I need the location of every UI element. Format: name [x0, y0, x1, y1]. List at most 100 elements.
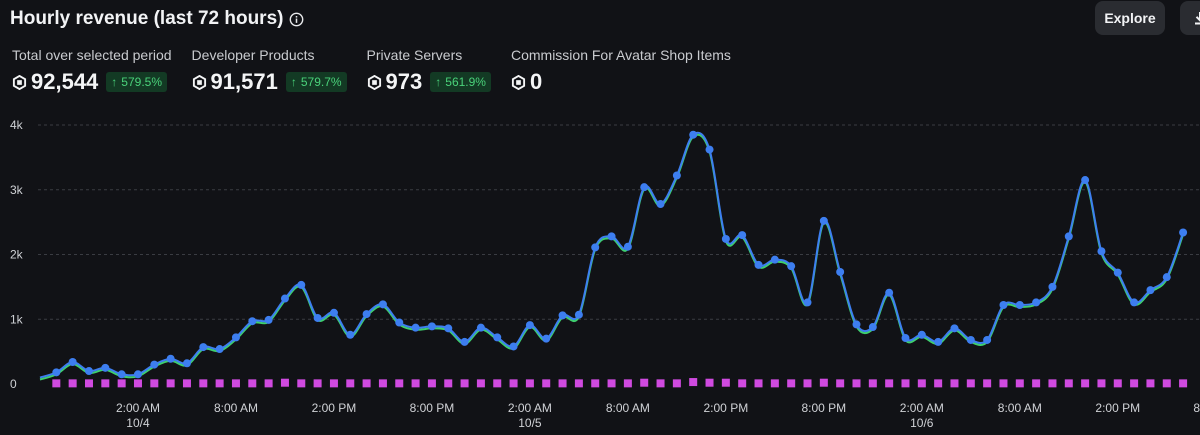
info-icon[interactable]: [289, 12, 304, 27]
stat-value: 92,544: [31, 69, 99, 94]
data-point-private-servers: [362, 379, 371, 388]
explore-button[interactable]: Explore: [1095, 1, 1165, 35]
data-point: [297, 280, 306, 289]
x-tick-label: 8:00 AM: [606, 401, 650, 415]
data-point-private-servers: [542, 379, 551, 388]
data-point: [68, 357, 77, 366]
x-tick-label: 2:00 PM: [312, 401, 357, 415]
data-point: [1081, 176, 1090, 185]
data-point-private-servers: [885, 379, 894, 388]
data-point: [754, 260, 763, 269]
data-point-private-servers: [1162, 379, 1171, 388]
data-point-private-servers: [558, 379, 567, 388]
stat-private-servers: Private Servers 973 ↑ 561.9%: [367, 47, 491, 95]
data-point: [133, 370, 142, 379]
data-point-private-servers: [1064, 379, 1073, 388]
data-point: [721, 234, 730, 243]
data-point: [950, 324, 959, 333]
data-point: [476, 323, 485, 332]
data-point-private-servers: [672, 379, 681, 388]
data-point-private-servers: [395, 379, 404, 388]
x-tick-label: 8:00 PM: [1193, 401, 1200, 415]
data-point: [868, 323, 877, 332]
data-point-private-servers: [836, 379, 845, 388]
change-badge: ↑ 579.5%: [106, 72, 167, 92]
data-point-private-servers: [917, 379, 926, 388]
data-point-private-servers: [574, 379, 583, 388]
data-point: [1015, 301, 1024, 310]
data-point-private-servers: [1097, 379, 1106, 388]
x-tick-label: 8:00 AM: [998, 401, 1042, 415]
plot-area: [39, 130, 1188, 388]
data-point: [738, 231, 747, 240]
data-point-private-servers: [444, 379, 453, 388]
arrow-up-icon: ↑: [111, 75, 118, 89]
data-point: [1179, 228, 1188, 237]
data-point: [84, 367, 93, 376]
x-tick-label: 2:00 AM: [508, 401, 552, 415]
data-point-private-servers: [231, 379, 240, 388]
data-point-private-servers: [934, 379, 943, 388]
data-point-private-servers: [705, 378, 714, 387]
stat-label: Private Servers: [366, 47, 463, 63]
data-point-private-servers: [166, 379, 175, 388]
data-point: [362, 310, 371, 319]
data-point: [819, 216, 828, 225]
stats-summary: Total over selected period 92,544 ↑ 579.5…: [12, 47, 751, 95]
data-point-private-servers: [68, 379, 77, 388]
y-tick-label: 3k: [10, 183, 24, 197]
data-point: [231, 333, 240, 342]
change-value: 561.9%: [445, 75, 486, 89]
stat-avatar-commission: Commission For Avatar Shop Items 0: [511, 47, 731, 95]
data-point-private-servers: [525, 379, 534, 388]
data-point: [885, 288, 894, 297]
data-point-private-servers: [460, 379, 469, 388]
data-point-private-servers: [1015, 379, 1024, 388]
series-line-secondary: [39, 133, 1185, 381]
data-point-private-servers: [640, 378, 649, 387]
arrow-up-icon: ↑: [290, 75, 297, 89]
data-point: [509, 342, 518, 351]
data-point: [329, 308, 338, 317]
data-point: [280, 294, 289, 303]
arrow-up-icon: ↑: [435, 75, 442, 89]
y-axis-ticks: 0 1k 2k 3k 4k: [10, 118, 24, 391]
data-point: [117, 370, 126, 379]
data-point-private-servers: [427, 379, 436, 388]
data-point: [346, 330, 355, 339]
x-tick-label: 2:00 AM: [900, 401, 944, 415]
data-point: [52, 368, 61, 377]
data-point: [378, 300, 387, 309]
data-point: [1146, 286, 1155, 295]
stat-label: Developer Products: [191, 47, 315, 63]
data-point-private-servers: [966, 379, 975, 388]
robux-icon: [511, 74, 526, 90]
data-point: [166, 354, 175, 363]
data-point-private-servers: [215, 379, 224, 388]
data-point-private-servers: [378, 379, 387, 388]
data-point-private-servers: [297, 379, 306, 388]
download-button[interactable]: [1180, 1, 1200, 35]
data-point: [672, 171, 681, 180]
data-point-private-servers: [689, 378, 698, 387]
data-point-private-servers: [133, 379, 142, 388]
data-point: [787, 262, 796, 271]
y-tick-label: 4k: [10, 118, 24, 132]
data-point-private-servers: [248, 379, 257, 388]
data-point-private-servers: [101, 379, 110, 388]
data-point-private-servers: [656, 379, 665, 388]
data-point: [444, 324, 453, 333]
data-point-private-servers: [803, 379, 812, 388]
x-tick-date: 10/5: [518, 416, 542, 430]
x-tick-label: 8:00 AM: [214, 401, 258, 415]
page-title: Hourly revenue (last 72 hours): [10, 8, 284, 29]
data-point: [215, 345, 224, 354]
data-point: [264, 315, 273, 324]
x-tick-label: 2:00 PM: [1095, 401, 1140, 415]
data-point-private-servers: [983, 379, 992, 388]
data-point-private-servers: [1179, 379, 1188, 388]
data-point-private-servers: [509, 379, 518, 388]
data-point-private-servers: [117, 379, 126, 388]
change-value: 579.5%: [121, 75, 162, 89]
